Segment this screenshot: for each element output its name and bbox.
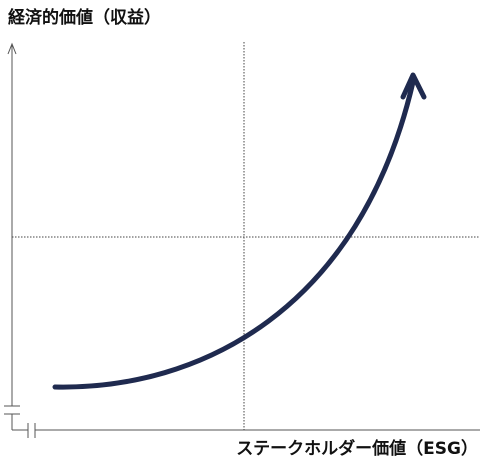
x-axis-label: ステークホルダー価値（ESG）	[236, 438, 478, 459]
y-axis-label: 経済的価値（収益）	[8, 7, 161, 28]
x-axis	[12, 423, 480, 438]
curve-arrowhead	[400, 72, 427, 100]
y-axis	[4, 42, 20, 430]
growth-curve	[52, 79, 416, 390]
